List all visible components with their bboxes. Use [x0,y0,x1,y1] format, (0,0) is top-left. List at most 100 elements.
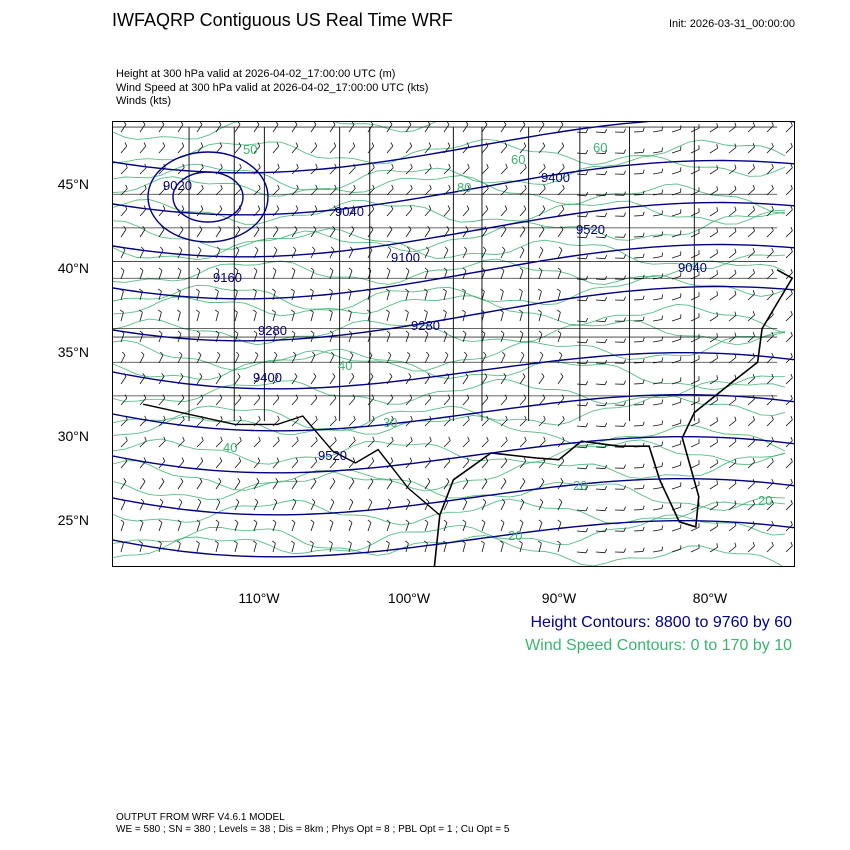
wind-barb-flag [790,352,793,357]
wind-barb [652,214,662,217]
wind-barb [747,230,755,238]
wind-barb-flag [642,232,645,237]
wind-barb [633,173,644,175]
wind-barb [120,440,128,448]
wind-barb [690,484,700,490]
wind-barb [785,377,793,385]
wind-barb [557,543,561,553]
wind-barb [519,312,523,322]
wind-barb [690,337,700,343]
wind-barb-flag [559,351,563,356]
wind-barb [595,383,606,386]
wind-barb-flag [485,205,489,210]
wind-barb [348,145,356,154]
wind-barb-flag [158,519,163,523]
wind-barb [291,460,299,469]
wind-barb [310,397,318,406]
height-contour-label: 9520 [318,448,347,463]
wind-barb-flag [505,436,508,441]
wind-barb [576,530,587,533]
wind-barb-flag [518,309,523,313]
wind-barb-flag [391,184,394,189]
wind-barb-flag [466,142,470,147]
wind-barb [462,543,466,553]
wind-speed-contour [113,284,786,334]
wind-barb [576,131,587,134]
mexico-border [142,403,441,516]
wind-barb-flag [181,142,185,147]
wind-barb [576,446,587,449]
wind-barb [139,397,147,406]
wind-barb [709,315,718,322]
wind-barb-flag [387,498,392,503]
wind-barb [652,466,662,469]
wind-barb-flag [162,142,166,147]
wind-barb [500,249,506,259]
wind-barb-flag [623,275,626,280]
wind-barb-flag [752,458,755,463]
wind-contour-label: 30 [383,415,397,430]
wind-barb-flag [386,519,391,523]
wind-barb [405,124,412,133]
wind-barb-flag [238,457,242,462]
wind-speed-contour [113,258,786,285]
wind-barb-flag [409,457,413,462]
wind-barb [500,522,505,532]
wind-barb [728,231,737,238]
height-contour [113,520,794,558]
wind-barb-flag [293,351,297,356]
wind-barb [747,146,755,154]
wind-barb [253,312,257,322]
wind-barb-flag [237,373,241,377]
wind-barb-flag [314,205,318,210]
wind-barb [291,501,297,511]
wind-barb [329,543,333,553]
wind-barb [538,124,545,133]
wind-barb [386,397,394,406]
wind-barb [443,543,447,553]
wind-barb [272,124,279,133]
wind-barb-flag [177,519,182,523]
wind-barb-flag [445,246,449,251]
wind-barb-flag [771,142,774,147]
wind-barb-flag [642,400,645,405]
wind-barb-flag [538,267,543,271]
wind-barb-flag [623,233,626,238]
wind-barb-flag [485,457,489,462]
wind-barb [557,501,563,511]
wind-barb [519,481,526,490]
wind-barb [785,524,793,532]
wind-barb [215,481,222,490]
wind-barb-flag [273,498,278,503]
wind-barb-flag [295,142,299,147]
wind-barb [538,312,542,322]
wind-barb-flag [790,541,793,546]
wind-barb [500,543,504,553]
wind-contour-label: 40 [223,440,237,455]
height-contour [113,394,794,432]
wind-barb [443,522,448,532]
wind-barb [576,467,587,470]
wind-barb-flag [502,351,506,356]
wind-barb-flag [309,309,314,313]
wind-barb-flag [180,122,184,125]
wind-barb-flag [176,540,181,544]
wind-barb [671,443,681,448]
wind-barb-flag [790,373,793,378]
wind-barb-flag [257,142,261,147]
wind-barb-flag [585,465,589,469]
wind-barb-flag [218,477,222,482]
wind-barb-flag [561,205,565,210]
wind-barb-flag [503,122,507,125]
wind-barb-flag [541,373,545,377]
wind-barb [538,419,546,427]
height-contour-label: 9400 [541,170,570,185]
wind-barb-flag [215,267,220,271]
wind-barb [348,249,354,259]
wind-barb-flag [315,163,318,168]
wind-barb-flag [372,163,375,168]
wind-barb [785,251,793,259]
wind-barb-flag [404,540,409,544]
wind-barb-flag [372,184,375,189]
wind-barb [443,419,451,427]
